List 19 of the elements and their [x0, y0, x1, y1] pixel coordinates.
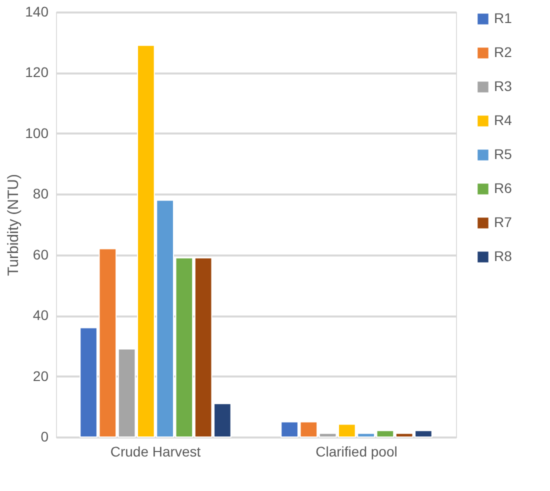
x-tick-label: Clarified pool [316, 444, 398, 460]
y-tick-label: 100 [25, 124, 49, 141]
legend-label: R4 [494, 112, 512, 128]
y-tick-label: 80 [32, 186, 49, 202]
y-tick-label: 140 [25, 4, 49, 20]
y-tick-label: 120 [25, 64, 49, 80]
y-tick-label: 20 [32, 368, 49, 384]
y-tick-label: 0 [40, 428, 49, 444]
y-tick-label: 60 [32, 246, 49, 262]
legend-label: R1 [494, 10, 512, 26]
legend-label: R5 [494, 146, 512, 162]
legend-label: R6 [494, 180, 512, 196]
y-tick-label: 40 [32, 307, 49, 324]
y-axis-title: Turbidity (NTU) [5, 174, 22, 276]
legend-label: R3 [494, 78, 512, 94]
legend-label: R2 [494, 44, 512, 60]
legend-label: R7 [494, 214, 512, 230]
x-tick-label: Crude Harvest [110, 444, 201, 460]
legend-label: R8 [494, 248, 512, 264]
